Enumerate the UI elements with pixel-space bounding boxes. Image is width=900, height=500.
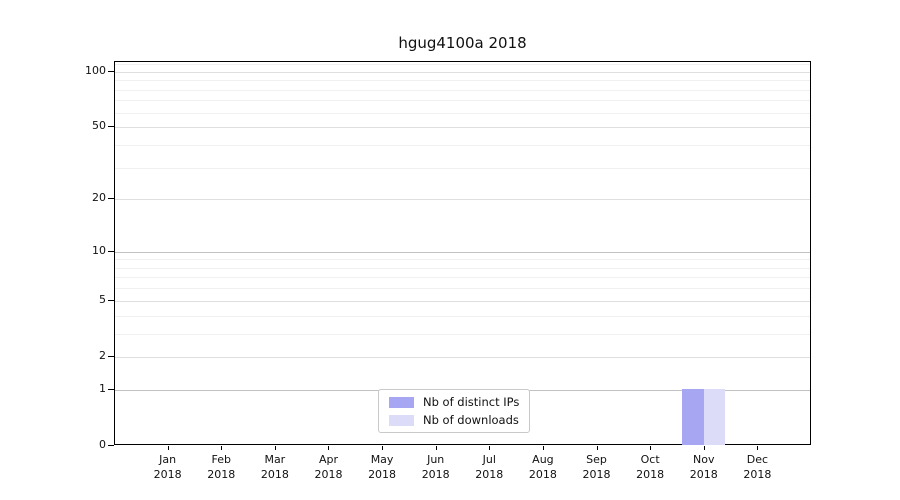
y-major-gridline: [115, 300, 810, 302]
y-minor-gridline: [115, 259, 810, 261]
x-tick-month: Mar: [264, 453, 286, 466]
x-tick-mark: [221, 446, 223, 450]
y-tick-label: 10: [92, 243, 106, 257]
y-tick-mark: [108, 198, 114, 200]
x-tick-mark: [650, 446, 652, 450]
x-tick-label: Oct 2018: [618, 452, 682, 482]
y-tick-mark: [108, 355, 114, 357]
x-tick-label: Sep 2018: [565, 452, 629, 482]
y-major-gridline: [115, 71, 810, 73]
y-tick-label: 100: [85, 63, 106, 77]
y-minor-gridline: [115, 277, 810, 279]
y-minor-gridline: [115, 267, 810, 269]
y-tick-label: 1: [99, 381, 106, 395]
y-major-gridline: [115, 127, 810, 129]
bar-nb-of-downloads-nov: [703, 388, 726, 445]
x-tick-mark: [382, 446, 384, 450]
y-tick-label: 5: [99, 292, 106, 306]
legend-swatch-downloads-icon: [389, 414, 414, 426]
y-minor-gridline: [115, 112, 810, 114]
x-tick-label: Jul 2018: [457, 452, 521, 482]
y-tick-mark: [108, 388, 114, 390]
x-tick-mark: [274, 446, 276, 450]
x-tick-label: May 2018: [350, 452, 414, 482]
y-tick-label: 50: [92, 119, 106, 133]
y-tick-label: 20: [92, 191, 106, 205]
x-tick-label: Jun 2018: [404, 452, 468, 482]
x-tick-year: 2018: [421, 468, 450, 481]
x-tick-label: Nov 2018: [672, 452, 736, 482]
legend: Nb of distinct IPs Nb of downloads: [378, 389, 531, 433]
x-tick-year: 2018: [260, 468, 289, 481]
x-tick-mark: [542, 446, 544, 450]
x-tick-month: Jun: [427, 453, 445, 466]
x-tick-mark: [167, 446, 169, 450]
x-tick-label: Jan 2018: [136, 452, 200, 482]
legend-item-distinct-ips: Nb of distinct IPs: [389, 395, 519, 409]
x-tick-year: 2018: [743, 468, 772, 481]
y-tick-mark: [108, 70, 114, 72]
y-minor-gridline: [115, 80, 810, 82]
x-tick-year: 2018: [582, 468, 611, 481]
y-tick-mark: [108, 445, 114, 446]
y-minor-gridline: [115, 144, 810, 146]
x-tick-mark: [703, 446, 705, 450]
x-tick-label: Apr 2018: [296, 452, 360, 482]
y-minor-gridline: [115, 89, 810, 91]
x-tick-year: 2018: [368, 468, 397, 481]
x-tick-month: Dec: [746, 453, 769, 466]
x-tick-year: 2018: [475, 468, 504, 481]
y-minor-gridline: [115, 167, 810, 169]
x-tick-mark: [328, 446, 330, 450]
x-tick-month: Feb: [211, 453, 231, 466]
y-major-gridline: [115, 251, 810, 253]
x-tick-month: Jul: [482, 453, 496, 466]
bar-nb-of-distinct-ips-nov: [682, 388, 704, 445]
x-tick-month: Apr: [318, 453, 338, 466]
y-tick-label: 2: [99, 348, 106, 362]
x-tick-mark: [596, 446, 598, 450]
x-tick-mark: [489, 446, 491, 450]
x-tick-label: Dec 2018: [725, 452, 789, 482]
x-tick-mark: [435, 446, 437, 450]
y-minor-gridline: [115, 333, 810, 335]
x-tick-year: 2018: [528, 468, 557, 481]
chart-title: hgug4100a 2018: [398, 34, 527, 52]
x-tick-year: 2018: [153, 468, 182, 481]
x-tick-label: Mar 2018: [243, 452, 307, 482]
x-tick-year: 2018: [689, 468, 718, 481]
y-major-gridline: [115, 199, 810, 201]
y-tick-mark: [108, 250, 114, 252]
x-tick-year: 2018: [636, 468, 665, 481]
plot-area: [114, 61, 811, 445]
x-tick-month: Aug: [532, 453, 554, 466]
y-minor-gridline: [115, 315, 810, 317]
x-tick-month: Jan: [159, 453, 177, 466]
legend-label-distinct-ips: Nb of distinct IPs: [423, 395, 520, 409]
x-tick-label: Feb 2018: [189, 452, 253, 482]
legend-swatch-distinct-ips-icon: [389, 396, 414, 408]
y-minor-gridline: [115, 100, 810, 102]
x-tick-label: Aug 2018: [511, 452, 575, 482]
x-tick-year: 2018: [207, 468, 236, 481]
y-minor-gridline: [115, 288, 810, 290]
y-tick-label: 0: [99, 438, 106, 451]
legend-item-downloads: Nb of downloads: [389, 413, 519, 427]
x-tick-month: Nov: [693, 453, 715, 466]
x-tick-mark: [757, 446, 759, 450]
x-tick-year: 2018: [314, 468, 343, 481]
x-tick-month: Oct: [640, 453, 660, 466]
y-tick-mark: [108, 299, 114, 301]
y-minor-gridline: [115, 64, 810, 66]
x-tick-month: May: [370, 453, 394, 466]
legend-label-downloads: Nb of downloads: [423, 413, 519, 427]
y-tick-mark: [108, 126, 114, 128]
y-major-gridline: [115, 356, 810, 358]
x-tick-month: Sep: [586, 453, 607, 466]
